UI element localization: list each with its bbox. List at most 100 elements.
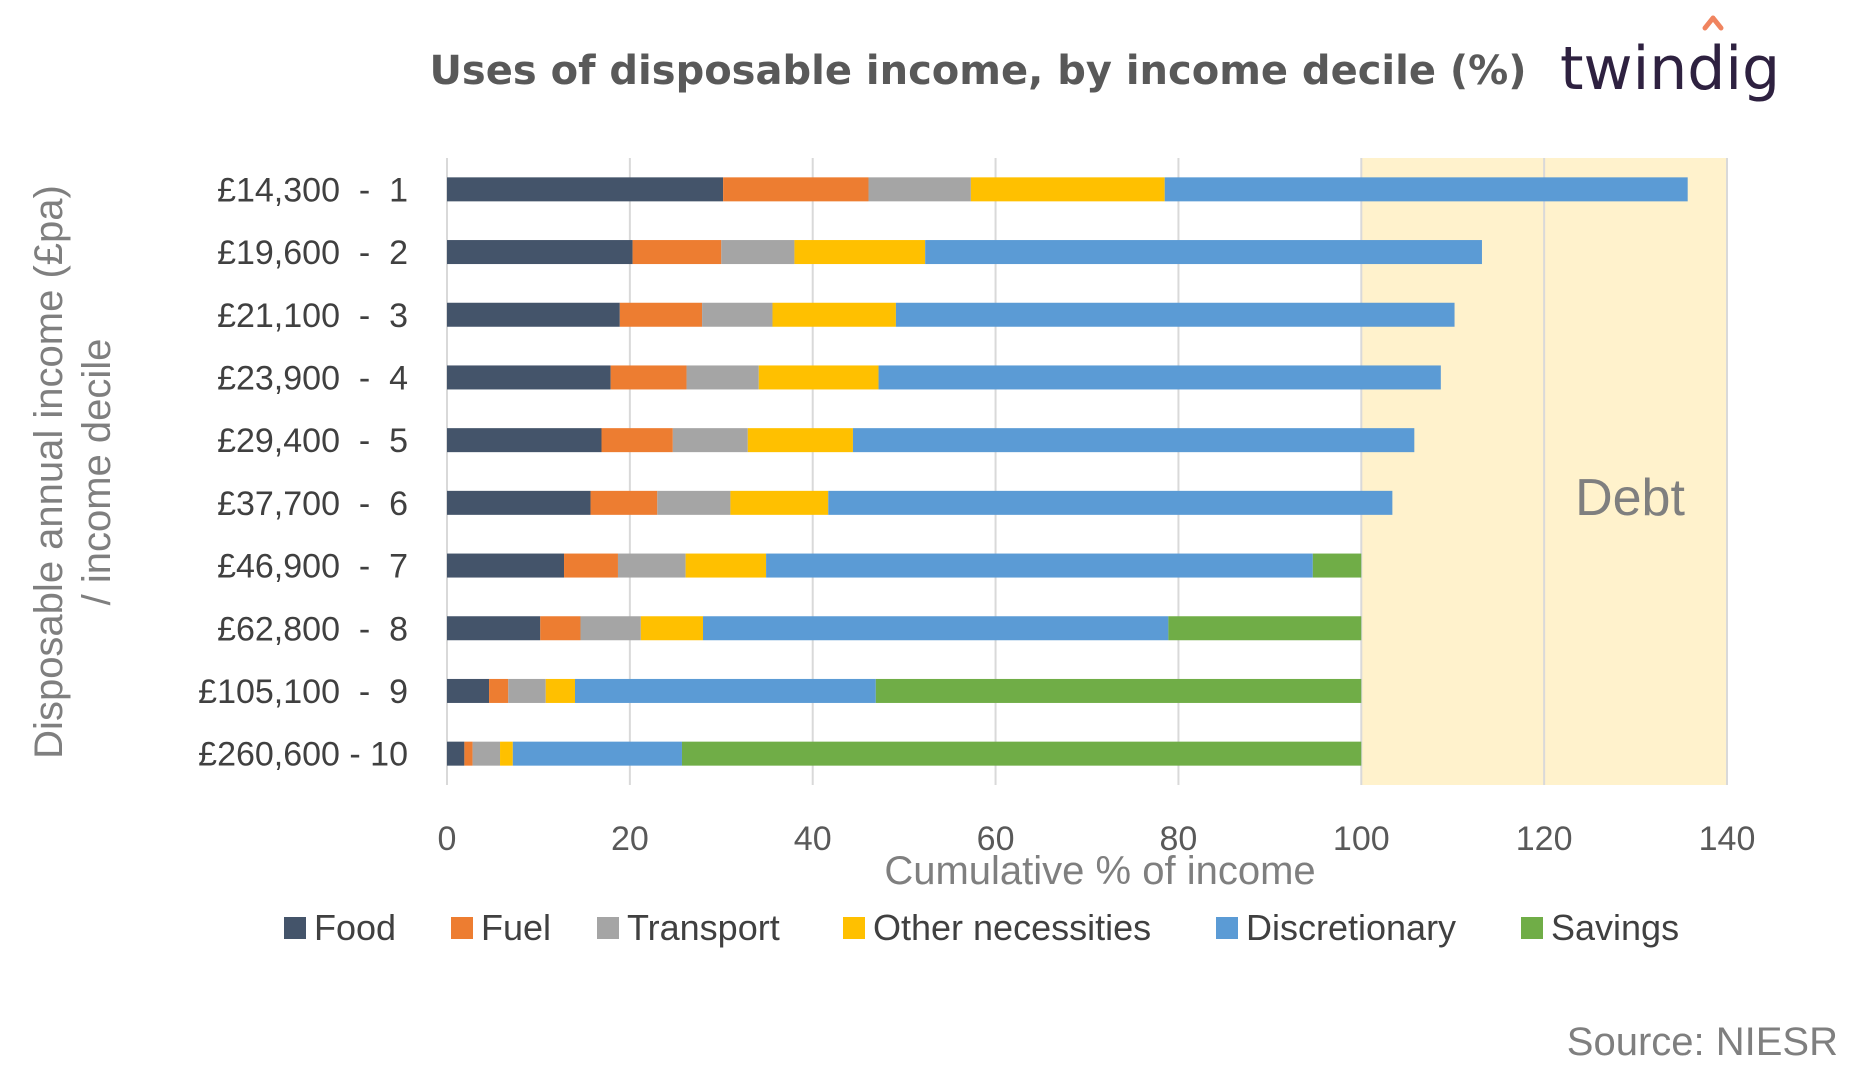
x-tick-label: 80 xyxy=(1160,820,1198,858)
bar-food xyxy=(447,428,602,453)
bar-discretionary xyxy=(828,490,1393,515)
x-tick-label: 140 xyxy=(1699,820,1756,858)
debt-label: Debt xyxy=(1575,469,1685,527)
bar-other-necessities xyxy=(545,678,575,703)
bar-discretionary xyxy=(878,365,1441,390)
y-tick-label: £46,900 - 7 xyxy=(217,548,408,586)
x-tick-label: 0 xyxy=(438,820,457,858)
bar-discretionary xyxy=(575,678,876,703)
y-axis-title-line: / income decile xyxy=(75,339,119,606)
legend-label: Fuel xyxy=(481,907,551,948)
bar-other-necessities xyxy=(772,302,896,327)
brand-name: twindig xyxy=(1560,34,1780,104)
legend-swatch xyxy=(451,917,473,939)
bar-savings xyxy=(875,678,1362,703)
bar-fuel xyxy=(464,741,473,766)
y-tick-label: £19,600 - 2 xyxy=(217,234,408,272)
x-tick-label: 100 xyxy=(1333,820,1390,858)
y-tick-label: £29,400 - 5 xyxy=(217,422,408,460)
bar-food xyxy=(447,741,465,766)
bar-transport xyxy=(580,616,641,641)
bar-food xyxy=(447,616,541,641)
bar-fuel xyxy=(619,302,703,327)
legend-label: Discretionary xyxy=(1246,907,1456,948)
source-note: Source: NIESR xyxy=(1567,1020,1838,1064)
bar-other-necessities xyxy=(970,177,1165,202)
bar-other-necessities xyxy=(758,365,879,390)
bar-food xyxy=(447,177,724,202)
legend-item: Discretionary xyxy=(1216,907,1456,948)
x-tick-label: 60 xyxy=(977,820,1015,858)
bar-discretionary xyxy=(852,428,1415,453)
legend-item: Fuel xyxy=(451,907,551,948)
x-tick-label: 120 xyxy=(1516,820,1573,858)
bar-fuel xyxy=(564,553,618,578)
legend-item: Other necessities xyxy=(843,907,1151,948)
bar-other-necessities xyxy=(640,616,703,641)
y-tick-label: £62,800 - 8 xyxy=(217,610,408,648)
legend-swatch xyxy=(1521,917,1543,939)
legend-label: Other necessities xyxy=(873,907,1151,948)
bar-discretionary xyxy=(512,741,682,766)
y-tick-label: £23,900 - 4 xyxy=(217,359,408,397)
y-axis-title: Disposable annual income (£pa) / income d… xyxy=(27,185,119,759)
bar-transport xyxy=(672,428,748,453)
bar-food xyxy=(447,553,565,578)
y-tick-label: £105,100 - 9 xyxy=(198,673,408,711)
bar-other-necessities xyxy=(747,428,853,453)
legend-label: Transport xyxy=(627,907,780,948)
bar-transport xyxy=(617,553,686,578)
bar-savings xyxy=(1312,553,1362,578)
y-tick-label: £14,300 - 1 xyxy=(217,171,408,209)
legend: Food Fuel Transport Other necessities Discre… xyxy=(284,907,1679,948)
brand-chevron-icon xyxy=(1702,15,1724,31)
bar-savings xyxy=(1168,616,1362,641)
y-tick-label: £37,700 - 6 xyxy=(217,485,408,523)
bar-transport xyxy=(868,177,971,202)
bar-fuel xyxy=(601,428,673,453)
bar-other-necessities xyxy=(794,240,926,265)
legend-item: Food xyxy=(284,907,396,948)
bar-transport xyxy=(508,678,546,703)
bar-food xyxy=(447,490,591,515)
bar-discretionary xyxy=(1164,177,1688,202)
legend-swatch xyxy=(1216,917,1238,939)
legend-swatch xyxy=(284,917,306,939)
legend-item: Savings xyxy=(1521,907,1679,948)
bar-fuel xyxy=(632,240,722,265)
x-tick-label: 40 xyxy=(794,820,832,858)
brand-logo: twindig xyxy=(1560,15,1780,104)
legend-swatch xyxy=(843,917,865,939)
chart-title: Uses of disposable income, by income dec… xyxy=(429,48,1526,94)
legend-label: Food xyxy=(314,907,396,948)
bar-fuel xyxy=(610,365,687,390)
bar-fuel xyxy=(590,490,658,515)
bar-discretionary xyxy=(925,240,1482,265)
bar-transport xyxy=(702,302,773,327)
bar-discretionary xyxy=(703,616,1169,641)
bar-other-necessities xyxy=(500,741,513,766)
bar-transport xyxy=(721,240,795,265)
bar-fuel xyxy=(723,177,869,202)
legend-swatch xyxy=(597,917,619,939)
x-axis-title: Cumulative % of income xyxy=(884,849,1315,893)
x-tick-label: 20 xyxy=(611,820,649,858)
bar-fuel xyxy=(540,616,581,641)
bar-transport xyxy=(657,490,731,515)
y-axis-title-line: Disposable annual income (£pa) xyxy=(27,185,71,759)
plot-area: 0 20 40 60 80 100 120 140 Debt £14,300 - 1 £19,600… xyxy=(198,158,1755,858)
bar-food xyxy=(447,302,620,327)
bar-fuel xyxy=(489,678,509,703)
bar-discretionary xyxy=(895,302,1455,327)
bar-savings xyxy=(681,741,1362,766)
bar-food xyxy=(447,678,490,703)
bar-transport xyxy=(686,365,759,390)
y-tick-label: £260,600 - 10 xyxy=(198,736,408,774)
legend-label: Savings xyxy=(1551,907,1679,948)
bar-food xyxy=(447,365,611,390)
bar-discretionary xyxy=(766,553,1313,578)
y-tick-label: £21,100 - 3 xyxy=(217,297,408,335)
bar-other-necessities xyxy=(730,490,829,515)
bar-other-necessities xyxy=(685,553,767,578)
